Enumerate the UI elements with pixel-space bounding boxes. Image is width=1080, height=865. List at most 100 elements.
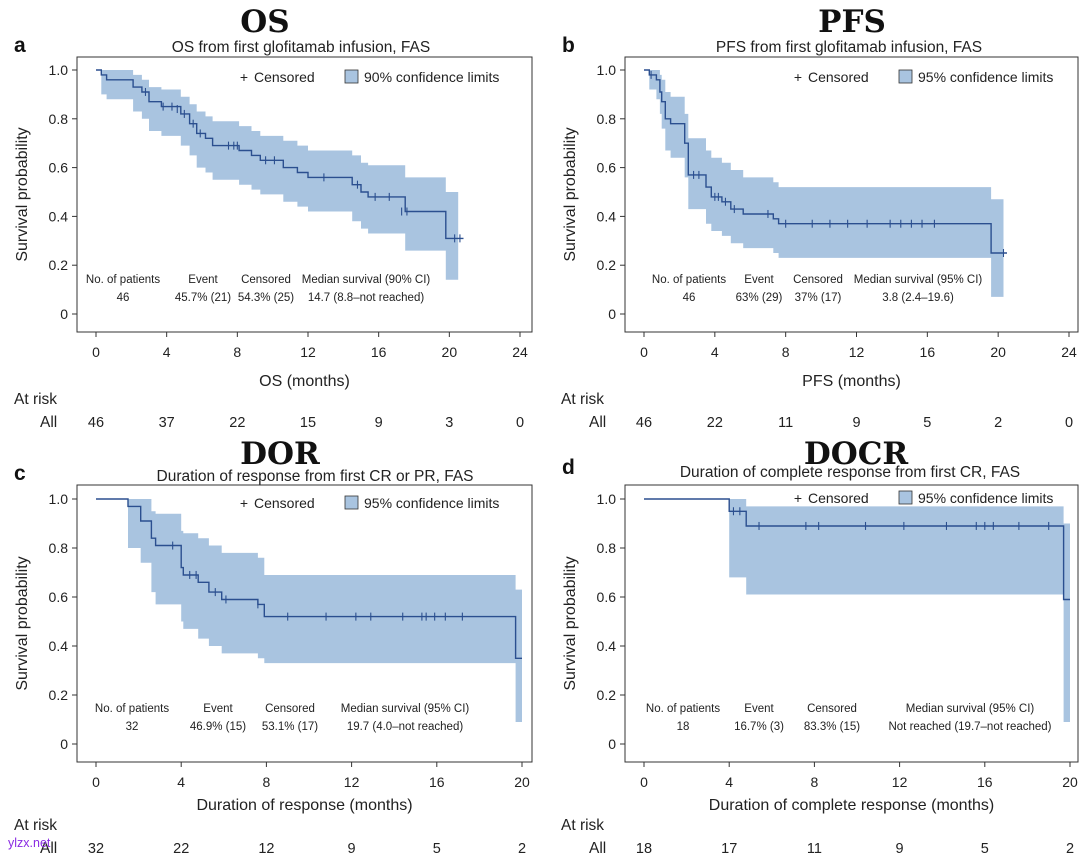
stat-value: 46.9% (15) bbox=[190, 721, 246, 733]
at-risk-count: 15 bbox=[300, 415, 316, 431]
km-curve bbox=[96, 69, 464, 240]
y-axis-label: Survival probability bbox=[14, 127, 31, 261]
y-axis-label: Survival probability bbox=[14, 556, 31, 690]
y-tick-label: 0.6 bbox=[597, 160, 617, 176]
ci-band bbox=[96, 499, 522, 722]
stat-header: No. of patients bbox=[652, 274, 726, 286]
big-title: OS bbox=[240, 4, 289, 40]
x-tick-label: 16 bbox=[977, 774, 993, 790]
censor-legend-icon: + bbox=[240, 495, 248, 511]
chart-title: Duration of response from first CR or PR… bbox=[157, 468, 474, 485]
y-tick-label: 0.4 bbox=[597, 208, 617, 224]
censor-legend-icon: + bbox=[240, 69, 248, 85]
x-tick-label: 0 bbox=[640, 344, 648, 360]
stat-header: No. of patients bbox=[646, 703, 720, 715]
y-tick-label: 1.0 bbox=[49, 62, 69, 78]
stat-header: Median survival (95% CI) bbox=[341, 703, 470, 715]
ci-legend-swatch bbox=[344, 495, 359, 510]
at-risk-count: 11 bbox=[807, 841, 822, 857]
stat-value: 18 bbox=[677, 721, 690, 733]
legend-censored: Censored bbox=[808, 69, 869, 85]
stat-value: 46 bbox=[117, 292, 130, 304]
x-tick-label: 12 bbox=[344, 774, 360, 790]
x-tick-label: 24 bbox=[1061, 344, 1077, 360]
at-risk-count: 0 bbox=[1065, 415, 1073, 431]
at-risk-count: 18 bbox=[636, 841, 652, 857]
at-risk-count: 9 bbox=[375, 415, 383, 431]
y-tick-label: 0.4 bbox=[49, 208, 69, 224]
stat-header: No. of patients bbox=[95, 703, 169, 715]
watermark: ylzx.net bbox=[8, 836, 51, 850]
at-risk-count: 2 bbox=[1066, 841, 1074, 857]
censor-legend-icon: + bbox=[794, 69, 802, 85]
censor-legend-icon: + bbox=[794, 490, 802, 506]
at-risk-count: 11 bbox=[778, 415, 793, 431]
legend-ci: 95% confidence limits bbox=[918, 490, 1053, 506]
panel-b: PFS b PFS from first glofitamab infusion, … bbox=[561, 4, 1079, 431]
plot-frame bbox=[624, 56, 1079, 333]
y-tick-label: 0.8 bbox=[597, 540, 617, 556]
x-tick-label: 0 bbox=[92, 344, 100, 360]
big-title: DOCR bbox=[804, 436, 909, 472]
chart-title: OS from first glofitamab infusion, FAS bbox=[172, 39, 430, 56]
big-title: PFS bbox=[818, 4, 886, 40]
chart-title: Duration of complete response from first… bbox=[680, 464, 1020, 481]
at-risk-count: 22 bbox=[229, 415, 245, 431]
stat-header: Event bbox=[744, 703, 774, 715]
big-title: DOR bbox=[240, 436, 320, 472]
x-axis-label: PFS (months) bbox=[802, 373, 901, 390]
x-tick-label: 4 bbox=[725, 774, 733, 790]
at-risk-group: All bbox=[40, 840, 57, 857]
x-tick-label: 20 bbox=[442, 344, 458, 360]
stat-header: Censored bbox=[807, 703, 857, 715]
at-risk-count: 5 bbox=[433, 841, 441, 857]
at-risk-count: 5 bbox=[981, 841, 989, 857]
km-curve bbox=[644, 69, 1007, 254]
y-tick-label: 1.0 bbox=[597, 491, 617, 507]
legend-censored: Censored bbox=[254, 69, 315, 85]
stat-value: 63% (29) bbox=[736, 292, 783, 304]
x-tick-label: 20 bbox=[514, 774, 530, 790]
legend-censored: Censored bbox=[254, 495, 315, 511]
panel-d: DOCR d Duration of complete response from … bbox=[561, 436, 1079, 857]
stat-header: Censored bbox=[265, 703, 315, 715]
ci-legend-swatch bbox=[898, 490, 913, 505]
ci-band bbox=[644, 499, 1070, 722]
stat-value: 16.7% (3) bbox=[734, 721, 784, 733]
at-risk-count: 12 bbox=[258, 841, 274, 857]
x-axis-label: OS (months) bbox=[259, 373, 350, 390]
y-tick-label: 0.8 bbox=[49, 540, 69, 556]
at-risk-count: 2 bbox=[518, 841, 526, 857]
y-tick-label: 0.4 bbox=[49, 638, 69, 654]
stat-header: Event bbox=[203, 703, 233, 715]
x-tick-label: 0 bbox=[640, 774, 648, 790]
at-risk-label: At risk bbox=[561, 391, 604, 408]
x-tick-label: 8 bbox=[782, 344, 790, 360]
stat-value: 32 bbox=[126, 721, 139, 733]
stat-value: 19.7 (4.0–not reached) bbox=[347, 721, 464, 733]
x-tick-label: 12 bbox=[300, 344, 316, 360]
plot-frame bbox=[624, 484, 1079, 763]
stat-value: 53.1% (17) bbox=[262, 721, 318, 733]
plot-frame bbox=[76, 56, 533, 333]
at-risk-count: 9 bbox=[896, 841, 904, 857]
stat-value: 37% (17) bbox=[795, 292, 842, 304]
stat-header: Event bbox=[188, 274, 218, 286]
legend-censored: Censored bbox=[808, 490, 869, 506]
at-risk-group: All bbox=[589, 840, 606, 857]
km-curve bbox=[96, 498, 522, 659]
y-tick-label: 0.2 bbox=[597, 687, 617, 703]
ci-legend-swatch bbox=[344, 69, 359, 84]
y-tick-label: 0 bbox=[60, 736, 68, 752]
x-tick-label: 8 bbox=[263, 774, 271, 790]
stat-header: Median survival (95% CI) bbox=[854, 274, 983, 286]
y-tick-label: 0 bbox=[60, 306, 68, 322]
stat-value: Not reached (19.7–not reached) bbox=[888, 721, 1051, 733]
legend-ci: 90% confidence limits bbox=[364, 69, 499, 85]
at-risk-group: All bbox=[589, 414, 606, 431]
stat-header: Censored bbox=[241, 274, 291, 286]
x-tick-label: 0 bbox=[92, 774, 100, 790]
stat-header: Censored bbox=[793, 274, 843, 286]
at-risk-count: 5 bbox=[923, 415, 931, 431]
